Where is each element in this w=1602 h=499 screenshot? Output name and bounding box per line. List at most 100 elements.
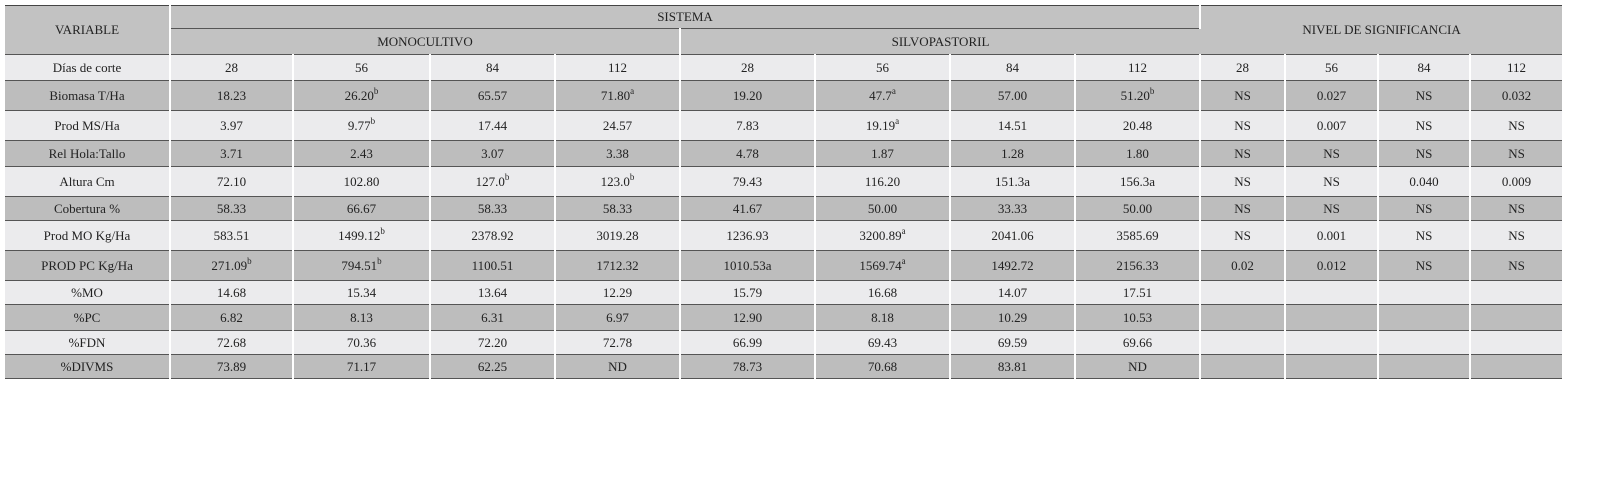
cell: 8.13 bbox=[293, 304, 431, 331]
cell: 123.0b bbox=[555, 166, 681, 197]
cell-value: 9.77 bbox=[347, 117, 371, 133]
cell: 112 bbox=[1075, 54, 1201, 81]
cell-value: 26.20 bbox=[344, 87, 374, 103]
nivel-header: NIVEL DE SIGNIFICANCIA bbox=[1200, 5, 1563, 55]
cell-value: 3200.89 bbox=[859, 227, 902, 243]
cell: 102.80 bbox=[293, 166, 431, 197]
cell: 0.027 bbox=[1285, 80, 1379, 111]
cell: 127.0b bbox=[430, 166, 556, 197]
cell: 10.53 bbox=[1075, 304, 1201, 331]
cell: 12.90 bbox=[680, 304, 816, 331]
cell: 69.43 bbox=[815, 330, 951, 355]
cell: 71.17 bbox=[293, 354, 431, 379]
cell: 56 bbox=[1285, 54, 1379, 81]
row-label: Días de corte bbox=[5, 54, 171, 81]
cell: 1236.93 bbox=[680, 220, 816, 251]
table-row: Rel Hola:Tallo 3.71 2.43 3.07 3.38 4.78 1.87 1.… bbox=[5, 140, 1563, 167]
cell: NS bbox=[1285, 166, 1379, 197]
cell: 4.78 bbox=[680, 140, 816, 167]
data-table: VARIABLE SISTEMA NIVEL DE SIGNIFICANCIA … bbox=[5, 5, 1563, 379]
cell: 58.33 bbox=[555, 196, 681, 221]
empty-cell bbox=[1378, 330, 1471, 355]
cell: 19.19a bbox=[815, 110, 951, 141]
cell-value: 1569.74 bbox=[859, 257, 902, 273]
cell: 0.001 bbox=[1285, 220, 1379, 251]
cell: 112 bbox=[1470, 54, 1563, 81]
cell: 0.007 bbox=[1285, 110, 1379, 141]
cell: 3.71 bbox=[170, 140, 294, 167]
cell: 2.43 bbox=[293, 140, 431, 167]
monocultivo-header: MONOCULTIVO bbox=[170, 28, 681, 55]
table-row: %DIVMS 73.89 71.17 62.25 ND 78.73 70.68 83.81 ND bbox=[5, 354, 1563, 379]
cell-superscript: b bbox=[247, 255, 252, 266]
cell: 1.28 bbox=[950, 140, 1076, 167]
cell: 70.68 bbox=[815, 354, 951, 379]
cell-superscript: b bbox=[504, 171, 510, 182]
empty-cell bbox=[1470, 280, 1563, 305]
cell: 12.29 bbox=[555, 280, 681, 305]
cell: 271.09b bbox=[170, 250, 294, 281]
cell: 72.68 bbox=[170, 330, 294, 355]
table-row: Cobertura % 58.33 66.67 58.33 58.33 41.67 50.0… bbox=[5, 196, 1563, 221]
cell: 71.80a bbox=[555, 80, 681, 111]
empty-cell bbox=[1285, 304, 1379, 331]
cell: 72.78 bbox=[555, 330, 681, 355]
cell-value: 794.51 bbox=[341, 257, 378, 273]
cell: 1712.32 bbox=[555, 250, 681, 281]
cell: 1492.72 bbox=[950, 250, 1076, 281]
cell-value: 271.09 bbox=[211, 257, 248, 273]
row-label: Prod MO Kg/Ha bbox=[5, 220, 171, 251]
cell: 3019.28 bbox=[555, 220, 681, 251]
cell: 69.66 bbox=[1075, 330, 1201, 355]
cell: 17.51 bbox=[1075, 280, 1201, 305]
empty-cell bbox=[1200, 304, 1286, 331]
table-row: Altura Cm 72.10 102.80 127.0b 123.0b 79.43 116… bbox=[5, 166, 1563, 197]
cell-superscript: a bbox=[630, 85, 635, 96]
cell: 116.20 bbox=[815, 166, 951, 197]
cell: 66.99 bbox=[680, 330, 816, 355]
cell: 2156.33 bbox=[1075, 250, 1201, 281]
cell: 1569.74a bbox=[815, 250, 951, 281]
cell: NS bbox=[1470, 110, 1563, 141]
cell: 28 bbox=[170, 54, 294, 81]
cell: 17.44 bbox=[430, 110, 556, 141]
cell: 19.20 bbox=[680, 80, 816, 111]
row-label: Prod MS/Ha bbox=[5, 110, 171, 141]
cell: 62.25 bbox=[430, 354, 556, 379]
sistema-header: SISTEMA bbox=[170, 5, 1201, 29]
row-label: Rel Hola:Tallo bbox=[5, 140, 171, 167]
cell: 14.51 bbox=[950, 110, 1076, 141]
cell: 14.07 bbox=[950, 280, 1076, 305]
empty-cell bbox=[1470, 304, 1563, 331]
cell-superscript: b bbox=[380, 225, 385, 236]
table-row: %PC 6.82 8.13 6.31 6.97 12.90 8.18 10.29 10.53 bbox=[5, 304, 1563, 331]
cell: 70.36 bbox=[293, 330, 431, 355]
cell: 1499.12b bbox=[293, 220, 431, 251]
cell: 583.51 bbox=[170, 220, 294, 251]
cell-value: 51.20 bbox=[1120, 87, 1150, 103]
cell-superscript: b bbox=[370, 115, 376, 126]
cell: 20.48 bbox=[1075, 110, 1201, 141]
cell: 6.97 bbox=[555, 304, 681, 331]
cell: NS bbox=[1200, 110, 1286, 141]
cell: 3585.69 bbox=[1075, 220, 1201, 251]
cell: 65.57 bbox=[430, 80, 556, 111]
row-label: %FDN bbox=[5, 330, 171, 355]
cell: 0.040 bbox=[1378, 166, 1471, 197]
cell: 57.00 bbox=[950, 80, 1076, 111]
cell: 83.81 bbox=[950, 354, 1076, 379]
cell: NS bbox=[1470, 220, 1563, 251]
empty-cell bbox=[1285, 280, 1379, 305]
table-row: Prod MS/Ha 3.97 9.77b 17.44 24.57 7.83 19.19a 1… bbox=[5, 110, 1563, 141]
cell: 58.33 bbox=[430, 196, 556, 221]
table-row: %MO 14.68 15.34 13.64 12.29 15.79 16.68 14.07 17… bbox=[5, 280, 1563, 305]
cell: 6.31 bbox=[430, 304, 556, 331]
cell: 84 bbox=[1378, 54, 1471, 81]
cell: NS bbox=[1378, 80, 1471, 111]
cell: 0.02 bbox=[1200, 250, 1286, 281]
cell: 14.68 bbox=[170, 280, 294, 305]
cell: NS bbox=[1285, 196, 1379, 221]
cell: 151.3a bbox=[950, 166, 1076, 197]
cell: 33.33 bbox=[950, 196, 1076, 221]
